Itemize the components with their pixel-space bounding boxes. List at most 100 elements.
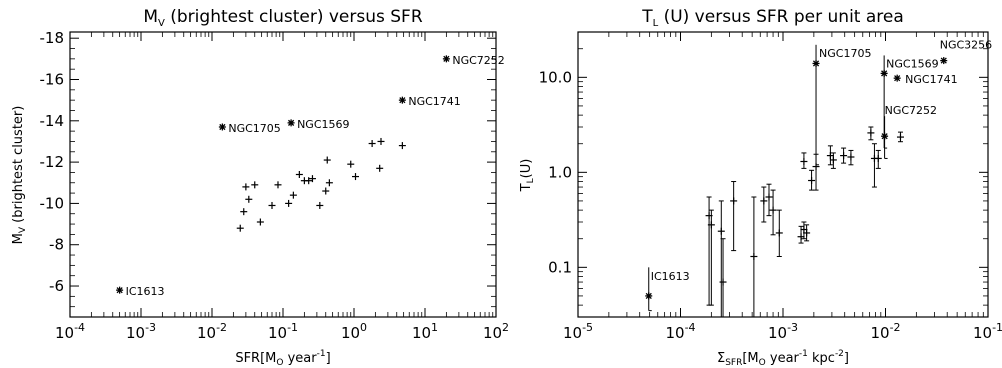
labeled-point (812, 59, 820, 67)
right-y-axis-label: TL(U) (519, 159, 536, 193)
point-label: NGC1741 (905, 73, 957, 86)
data-point (368, 140, 376, 148)
data-point (256, 218, 264, 226)
data-point (316, 201, 324, 209)
x-tick-label: 10-3 (126, 321, 156, 342)
data-point (750, 253, 758, 261)
right-x-axis-label: ΣSFR[MO year-1 kpc-2] (717, 349, 849, 368)
data-point (325, 179, 333, 187)
data-point (717, 227, 725, 235)
right-chart-title: TL (U) versus SFR per unit area (641, 7, 904, 29)
data-point (289, 191, 297, 199)
error-bar (720, 238, 726, 318)
x-tick-label: 102 (483, 321, 509, 342)
data-point (896, 133, 904, 141)
x-tick-label: 10-4 (665, 321, 695, 342)
point-label: NGC1705 (228, 122, 280, 135)
data-point (268, 201, 276, 209)
x-tick-label: 10-3 (768, 321, 798, 342)
data-point (376, 164, 384, 172)
left-marks: IC1613 NGC1705 NGC1569 NGC1741 NGC7252 (116, 54, 505, 298)
data-point (377, 137, 385, 145)
data-point (874, 154, 882, 162)
labeled-point (645, 292, 653, 300)
labeled-point (880, 69, 888, 77)
point-label: IC1613 (126, 285, 165, 298)
x-tick-label: 10-4 (55, 321, 85, 342)
data-point (769, 206, 777, 214)
y-tick-label: -6 (49, 277, 64, 295)
data-point (251, 181, 259, 189)
point-label: NGC3256 (940, 39, 992, 52)
y-tick-label: 1.0 (548, 163, 572, 181)
data-point (242, 183, 250, 191)
y-tick-label: 10.0 (539, 68, 572, 86)
point-label: NGC1705 (819, 47, 871, 60)
data-point (245, 195, 253, 203)
data-point (867, 129, 875, 137)
y-tick-label: -16 (40, 71, 65, 89)
left-x-axis-label: SFR[MO year-1] (235, 349, 330, 368)
left-y-axis-label: MV (brightest cluster) (11, 106, 28, 245)
x-tick-label: 10-1 (268, 321, 298, 342)
data-point (840, 152, 848, 160)
data-point (240, 208, 248, 216)
point-label: NGC7252 (452, 54, 504, 67)
data-point (308, 175, 316, 183)
x-tick-label: 100 (341, 321, 367, 342)
data-point (803, 229, 811, 237)
data-point (847, 153, 855, 161)
data-point (236, 224, 244, 232)
right-marks: IC1613 NGC1705 NGC1569 NGC1741 NGC7252 NGC325… (645, 39, 992, 318)
data-point (322, 187, 330, 195)
right-chart: TL (U) versus SFR per unit area 10-5 10-4… (519, 7, 1002, 368)
y-tick-label: -14 (40, 112, 65, 130)
data-point (398, 142, 406, 150)
left-plot-frame (69, 31, 497, 318)
data-point (829, 156, 837, 164)
labeled-point (940, 57, 948, 65)
data-point (323, 156, 331, 164)
data-point (285, 199, 293, 207)
labeled-point (442, 55, 450, 63)
data-point (274, 181, 282, 189)
x-tick-label: 10-1 (973, 321, 1002, 342)
data-point (295, 171, 303, 178)
point-label: IC1613 (651, 270, 690, 283)
x-tick-label: 101 (412, 321, 438, 342)
y-tick-label: -8 (49, 236, 64, 254)
y-tick-label: -12 (40, 153, 65, 171)
labeled-point (287, 119, 295, 127)
y-tick-label: -18 (40, 29, 65, 47)
y-tick-label: 0.1 (548, 258, 572, 276)
labeled-point (881, 132, 889, 140)
error-bar (871, 143, 877, 188)
y-tick-label: -10 (40, 194, 65, 212)
data-point (719, 278, 727, 286)
error-bar (731, 181, 737, 252)
x-tick-label: 10-5 (563, 321, 593, 342)
data-point (707, 221, 715, 229)
labeled-point (398, 96, 406, 104)
x-tick-label: 10-2 (197, 321, 227, 342)
data-point (826, 152, 834, 160)
data-point (808, 177, 816, 185)
left-chart-title: MV (brightest cluster) versus SFR (143, 7, 422, 29)
data-point (797, 233, 805, 241)
right-ticks: 10-5 10-4 10-3 10-2 10-1 0.1 1.0 10.0 (539, 31, 1002, 342)
data-point (305, 177, 313, 185)
point-label: NGC1569 (886, 57, 938, 70)
labeled-point (116, 286, 124, 294)
labeled-point (893, 74, 901, 82)
left-chart: MV (brightest cluster) versus SFR 10-4 10… (11, 7, 509, 368)
point-label: NGC1741 (408, 95, 460, 108)
error-bar (761, 186, 767, 223)
point-label: NGC7252 (885, 104, 937, 117)
data-point (730, 197, 738, 205)
point-label: NGC1569 (297, 118, 349, 131)
data-point (352, 173, 360, 181)
data-point (760, 197, 768, 205)
data-point (775, 229, 783, 237)
data-point (765, 193, 773, 201)
